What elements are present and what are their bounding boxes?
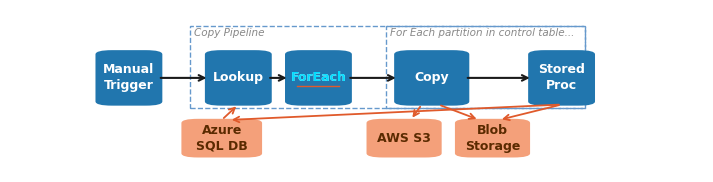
FancyBboxPatch shape bbox=[181, 119, 262, 157]
Text: ForEach: ForEach bbox=[290, 71, 347, 84]
Text: Stored
Proc: Stored Proc bbox=[538, 63, 585, 92]
FancyBboxPatch shape bbox=[455, 119, 530, 157]
FancyBboxPatch shape bbox=[366, 119, 441, 157]
FancyBboxPatch shape bbox=[285, 50, 352, 106]
FancyBboxPatch shape bbox=[96, 50, 163, 106]
FancyBboxPatch shape bbox=[205, 50, 272, 106]
FancyBboxPatch shape bbox=[528, 50, 595, 106]
Text: Copy: Copy bbox=[414, 71, 449, 84]
Bar bbox=[190, 26, 585, 108]
Text: Manual
Trigger: Manual Trigger bbox=[103, 63, 155, 92]
Bar bbox=[386, 26, 585, 108]
Text: Copy Pipeline: Copy Pipeline bbox=[194, 28, 265, 38]
Text: Blob
Storage: Blob Storage bbox=[465, 124, 520, 153]
Text: ForEach: ForEach bbox=[290, 71, 347, 84]
Text: Lookup: Lookup bbox=[212, 71, 264, 84]
FancyBboxPatch shape bbox=[394, 50, 469, 106]
Text: For Each partition in control table...: For Each partition in control table... bbox=[390, 28, 575, 38]
Text: Azure
SQL DB: Azure SQL DB bbox=[196, 124, 247, 153]
Text: AWS S3: AWS S3 bbox=[377, 132, 431, 145]
